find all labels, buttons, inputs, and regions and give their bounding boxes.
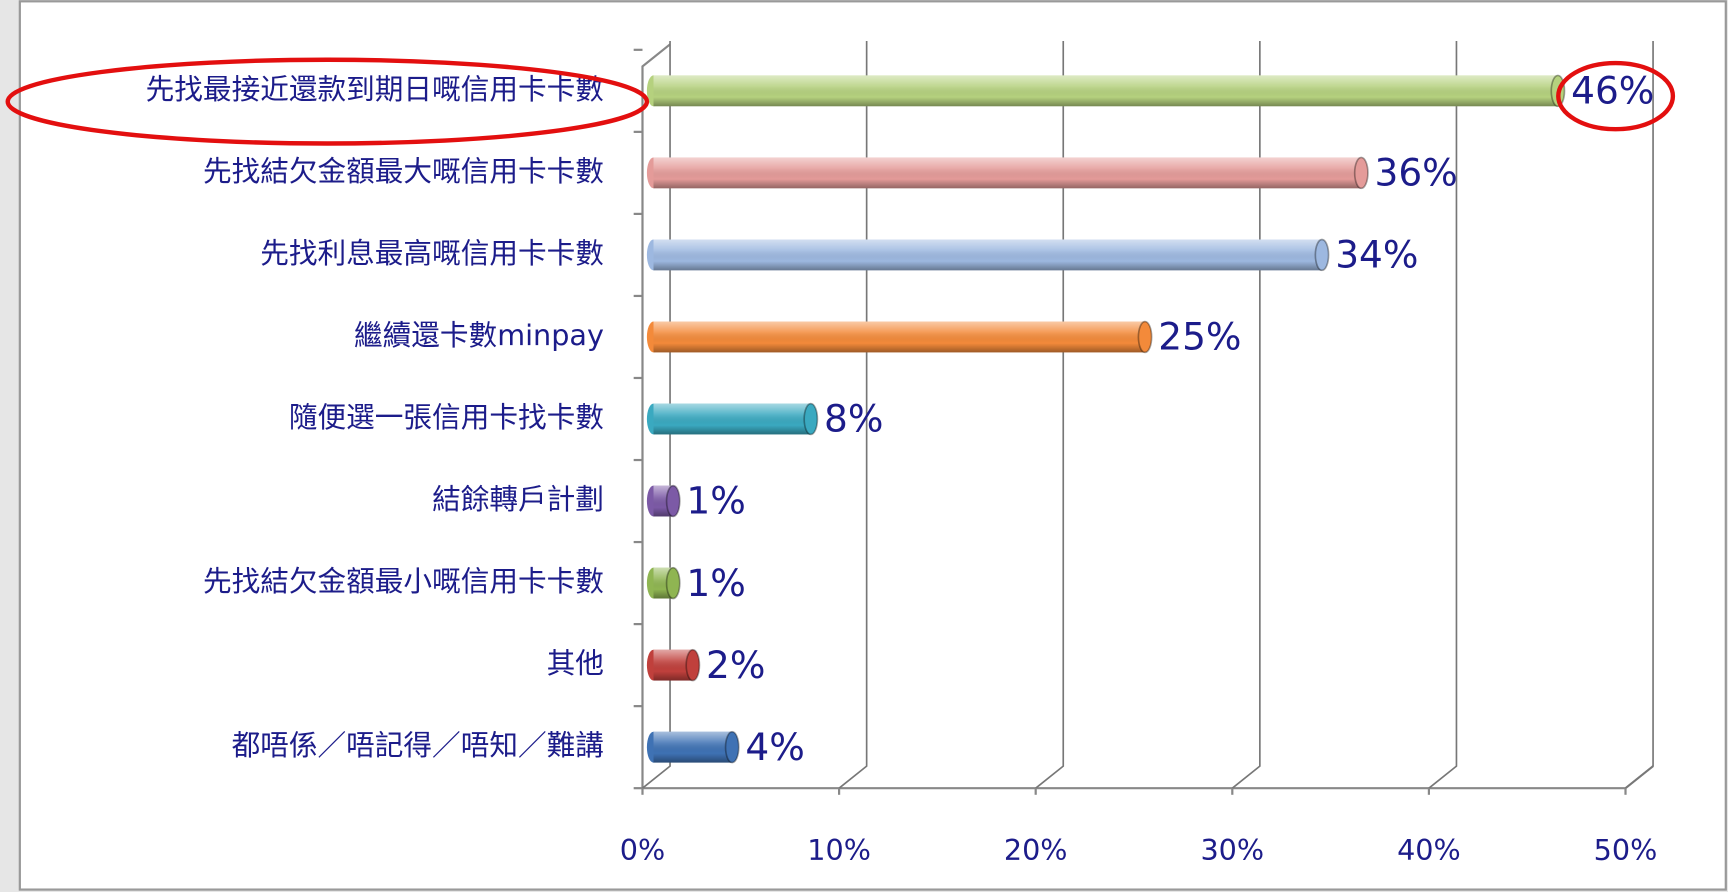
chart-area — [18, 0, 1727, 891]
bar-end-cap — [685, 648, 701, 682]
grid-line — [838, 40, 868, 789]
bar-end-cap — [665, 566, 681, 600]
value-label: 1% — [686, 561, 745, 605]
grid-line — [1624, 40, 1654, 789]
category-label: 都唔係／唔記得／唔知／難講 — [232, 728, 604, 762]
bar-shine — [653, 321, 1146, 353]
x-tick-label: 10% — [807, 833, 871, 867]
bar-end-cap — [665, 484, 681, 518]
bar-end-cap — [1314, 238, 1330, 272]
category-label: 其他 — [547, 646, 604, 680]
value-label: 2% — [706, 643, 765, 687]
grid-line — [1231, 40, 1261, 789]
x-tick-label: 50% — [1594, 833, 1658, 867]
value-label: 8% — [824, 397, 883, 441]
bar-shine — [653, 403, 811, 435]
x-tick-label: 40% — [1397, 833, 1461, 867]
value-label: 34% — [1335, 233, 1418, 277]
bar-shine — [653, 157, 1362, 189]
grid-line — [1035, 40, 1065, 789]
category-label: 先找結欠金額最大嘅信用卡卡數 — [203, 154, 604, 188]
value-label: 1% — [686, 479, 745, 523]
value-label: 4% — [745, 725, 804, 769]
grid-line — [641, 40, 671, 789]
value-label: 46% — [1571, 69, 1654, 113]
x-tick-label: 30% — [1200, 833, 1264, 867]
value-label: 25% — [1158, 315, 1241, 359]
bar-shine — [653, 731, 733, 763]
category-label: 先找利息最高嘅信用卡卡數 — [260, 236, 604, 270]
category-label: 繼續還卡數minpay — [354, 318, 604, 352]
bar-end-cap — [803, 402, 819, 436]
value-label: 36% — [1375, 151, 1458, 195]
highlight-ellipse — [5, 57, 650, 146]
category-label: 結餘轉戶計劃 — [432, 482, 604, 516]
bar-shine — [653, 239, 1322, 271]
x-tick-label: 0% — [620, 833, 665, 867]
bar-end-cap — [724, 730, 740, 764]
y-axis — [641, 43, 671, 789]
plot: 0% 10% 20% 30% 40% 50% 先找最接近還款到期日嘅信用卡卡數 46% 先找結欠… — [146, 40, 1658, 867]
x-tick-label: 20% — [1004, 833, 1068, 867]
grid-line — [1428, 40, 1458, 789]
highlight-ellipse — [1556, 60, 1676, 132]
category-label: 先找最接近還款到期日嘅信用卡卡數 — [146, 72, 604, 106]
category-label: 先找結欠金額最小嘅信用卡卡數 — [203, 564, 604, 598]
bar-end-cap — [1353, 156, 1369, 190]
bar-shine — [653, 75, 1558, 107]
category-label: 隨便選一張信用卡找卡數 — [289, 400, 604, 434]
bar-end-cap — [1137, 320, 1153, 354]
